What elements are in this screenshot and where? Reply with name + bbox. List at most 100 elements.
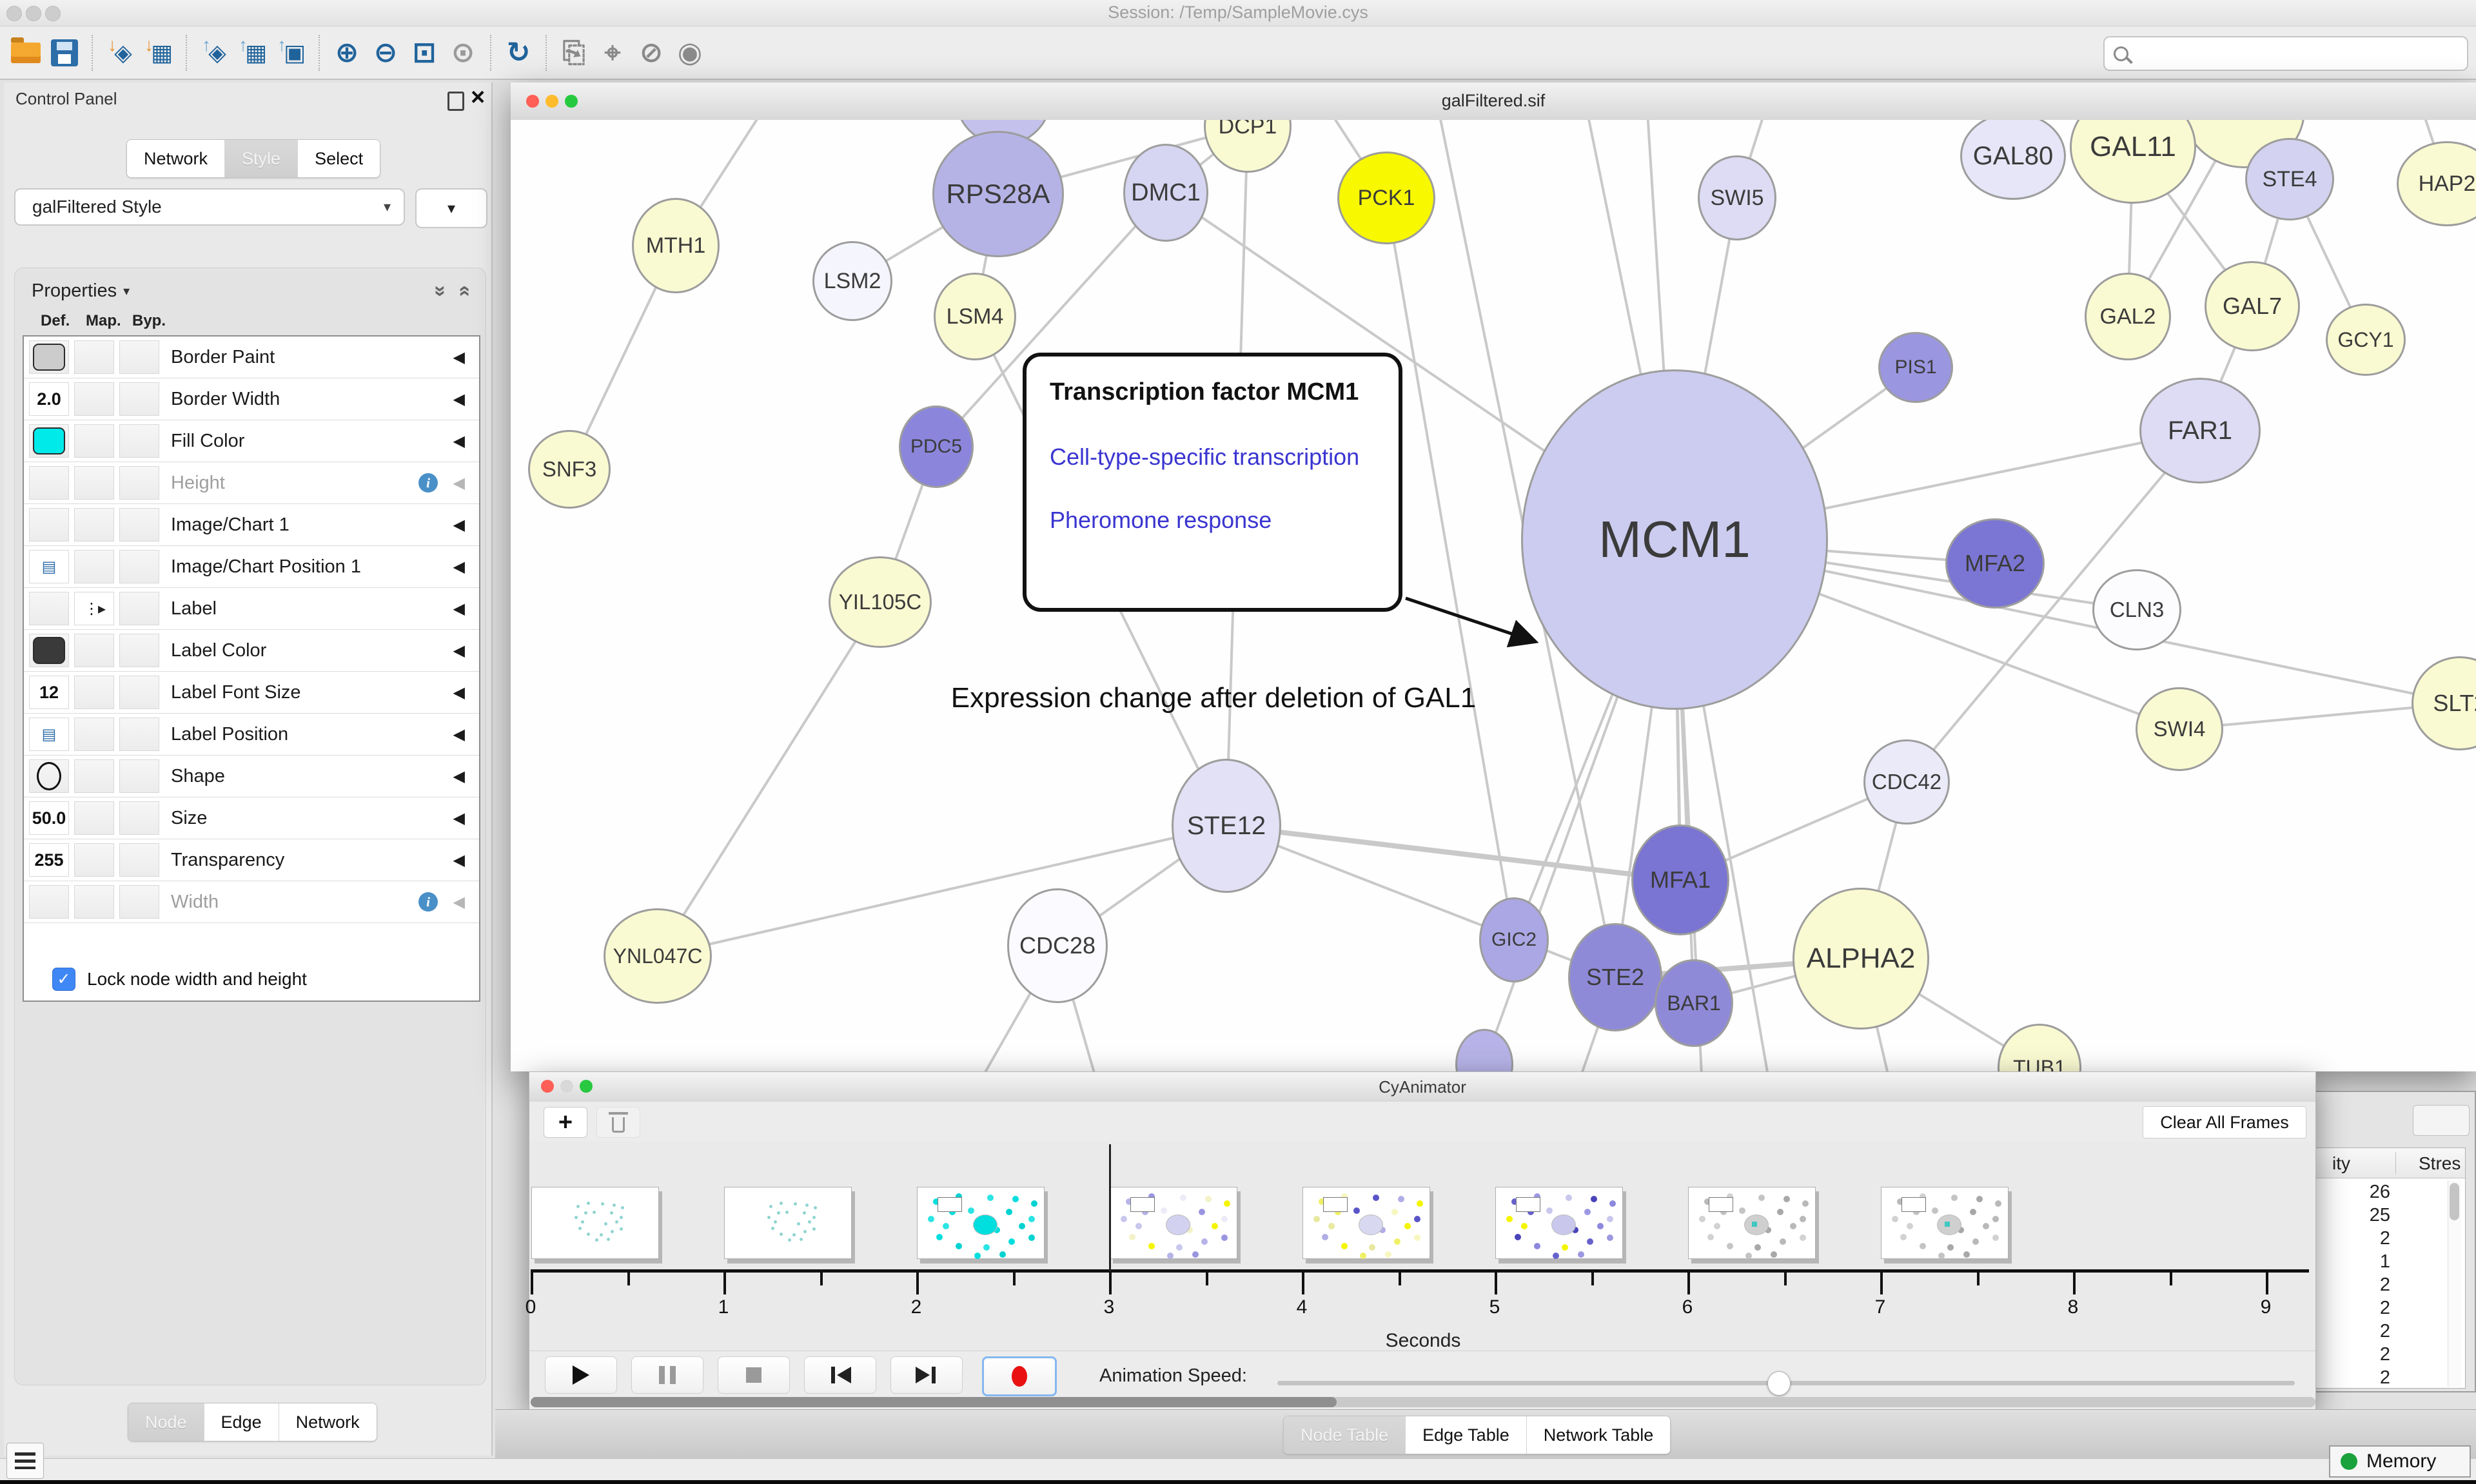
expand-property-icon[interactable]: ◀ (453, 558, 465, 576)
zoom-selected-icon[interactable]: ⊙ (451, 37, 475, 68)
property-row-image-chart-position-1[interactable]: ▤ Image/Chart Position 1 ◀ (24, 546, 479, 588)
clear-all-frames-button[interactable]: Clear All Frames (2143, 1106, 2306, 1138)
network-node-mfa2[interactable]: MFA2 (1945, 518, 2045, 609)
frame-thumbnail[interactable] (1302, 1187, 1430, 1260)
tab-node-table[interactable]: Node Table (1284, 1416, 1406, 1454)
network-node-ste12[interactable]: STE12 (1172, 759, 1281, 893)
annotation-link[interactable]: Cell-type-specific transcription (1050, 444, 1360, 470)
expand-property-icon[interactable]: ◀ (453, 600, 465, 618)
property-row-border-width[interactable]: 2.0 Border Width ◀ (24, 378, 479, 420)
frame-thumbnail[interactable] (1881, 1187, 2009, 1260)
tab-edge-table[interactable]: Edge Table (1405, 1416, 1526, 1454)
expand-property-icon[interactable]: ◀ (453, 516, 465, 534)
network-edge[interactable] (1226, 823, 1681, 883)
add-frame-button[interactable]: + (544, 1107, 587, 1138)
default-value-cell[interactable]: 255 (29, 843, 69, 877)
mapping-cell[interactable] (74, 676, 114, 709)
cyanimator-titlebar[interactable]: CyAnimator (529, 1072, 2315, 1102)
tab-select[interactable]: Select (297, 140, 380, 177)
network-node-bar1[interactable]: BAR1 (1655, 959, 1733, 1047)
network-node-slt2[interactable]: SLT2 (2412, 656, 2476, 750)
annotation-box[interactable]: Transcription factor MCM1 Cell-type-spec… (1023, 353, 1402, 612)
bypass-cell[interactable] (119, 592, 159, 625)
network-node-lsm2[interactable]: LSM2 (812, 241, 892, 321)
table-cell[interactable]: 2 (2379, 1274, 2390, 1295)
chevron-down-icon[interactable]: ▾ (123, 284, 130, 298)
expand-property-icon[interactable]: ◀ (453, 683, 465, 701)
expand-property-icon[interactable]: ◀ (453, 390, 465, 408)
minimize-window-icon[interactable] (560, 1080, 573, 1093)
expand-property-icon[interactable]: ◀ (453, 348, 465, 366)
search-input[interactable] (2135, 43, 2467, 64)
zoom-fit-icon[interactable]: ⊡ (412, 37, 437, 68)
mapping-cell[interactable] (74, 466, 114, 500)
table-cell[interactable]: 2 (2379, 1298, 2390, 1318)
mapping-cell[interactable] (74, 424, 114, 458)
network-node-dmc1[interactable]: DMC1 (1123, 144, 1208, 242)
default-value-cell[interactable]: 12 (29, 676, 69, 709)
save-session-icon[interactable] (46, 33, 83, 73)
tab-network[interactable]: Network (127, 140, 225, 177)
table-scrollbar[interactable] (2448, 1180, 2461, 1387)
default-value-cell[interactable]: ▤ (29, 550, 69, 583)
default-value-cell[interactable] (29, 466, 69, 500)
memory-button[interactable]: Memory (2329, 1445, 2471, 1478)
open-file-icon[interactable] (8, 33, 44, 73)
zoom-window-icon[interactable] (45, 6, 61, 21)
network-edge[interactable] (1226, 825, 1616, 979)
default-value-cell[interactable]: 50.0 (29, 801, 69, 835)
network-node-alpha2[interactable]: ALPHA2 (1793, 888, 1929, 1030)
network-node-snf3[interactable]: SNF3 (528, 430, 611, 509)
default-value-cell[interactable]: ▤ (29, 718, 69, 751)
mapping-cell[interactable]: ⋮▸ (74, 592, 114, 625)
timeline-playhead[interactable] (1109, 1144, 1111, 1271)
property-row-size[interactable]: 50.0 Size ◀ (24, 797, 479, 839)
bypass-cell[interactable] (119, 718, 159, 751)
expand-property-icon[interactable]: ◀ (453, 767, 465, 785)
bypass-cell[interactable] (119, 550, 159, 583)
default-value-cell[interactable]: 2.0 (29, 382, 69, 416)
network-node-gcy1[interactable]: GCY1 (2326, 304, 2406, 376)
duplicate-network-icon[interactable]: ⎘ (562, 36, 585, 68)
bypass-cell[interactable] (119, 424, 159, 458)
expand-property-icon[interactable]: ◀ (453, 893, 465, 911)
animation-speed-thumb[interactable] (1767, 1371, 1791, 1396)
network-node-tub1[interactable]: TUB1 (1998, 1024, 2081, 1071)
style-selector[interactable]: galFiltered Style ▾ (14, 188, 405, 226)
network-edge[interactable] (1385, 197, 1515, 941)
record-button[interactable] (982, 1356, 1057, 1396)
network-node-swi4[interactable]: SWI4 (2136, 687, 2223, 771)
network-node-swi5[interactable]: SWI5 (1698, 155, 1776, 240)
style-options-button[interactable]: ▾ (415, 188, 487, 228)
property-row-label-color[interactable]: Label Color ◀ (24, 630, 479, 672)
bypass-cell[interactable] (119, 340, 159, 374)
bypass-cell[interactable] (119, 466, 159, 500)
tab-node[interactable]: Node (128, 1403, 204, 1441)
find-icon[interactable]: ⌖ (604, 36, 621, 68)
info-icon[interactable]: i (418, 892, 438, 912)
expand-property-icon[interactable]: ◀ (453, 809, 465, 827)
column-stress[interactable]: Stres (2419, 1153, 2461, 1173)
table-cell[interactable]: 2 (2379, 1321, 2390, 1342)
table-cell[interactable]: 2 (2379, 1344, 2390, 1365)
expand-property-icon[interactable]: ◀ (453, 474, 465, 492)
float-panel-icon[interactable] (447, 92, 464, 114)
mapping-cell[interactable] (74, 801, 114, 835)
skip-to-end-button[interactable] (890, 1356, 963, 1394)
bypass-cell[interactable] (119, 885, 159, 919)
close-window-icon[interactable] (541, 1080, 554, 1093)
default-value-cell[interactable] (29, 340, 69, 374)
zoom-window-icon[interactable] (565, 95, 578, 108)
bypass-cell[interactable] (119, 801, 159, 835)
frame-thumbnail[interactable] (1495, 1187, 1623, 1260)
tab-network-table[interactable]: Network Table (1526, 1416, 1671, 1454)
network-node-yil105c[interactable]: YIL105C (829, 556, 932, 648)
timeline-scrollbar[interactable] (531, 1397, 2315, 1407)
mapping-cell[interactable] (74, 843, 114, 877)
network-node-ynl047c[interactable]: YNL047C (604, 908, 712, 1004)
close-panel-icon[interactable]: × (471, 84, 486, 111)
import-network-icon[interactable]: ↓ ◈ (108, 34, 132, 66)
network-node-dcp1[interactable]: DCP1 (1204, 120, 1292, 173)
zoom-window-icon[interactable] (580, 1080, 593, 1093)
network-node-cln3[interactable]: CLN3 (2092, 569, 2181, 650)
